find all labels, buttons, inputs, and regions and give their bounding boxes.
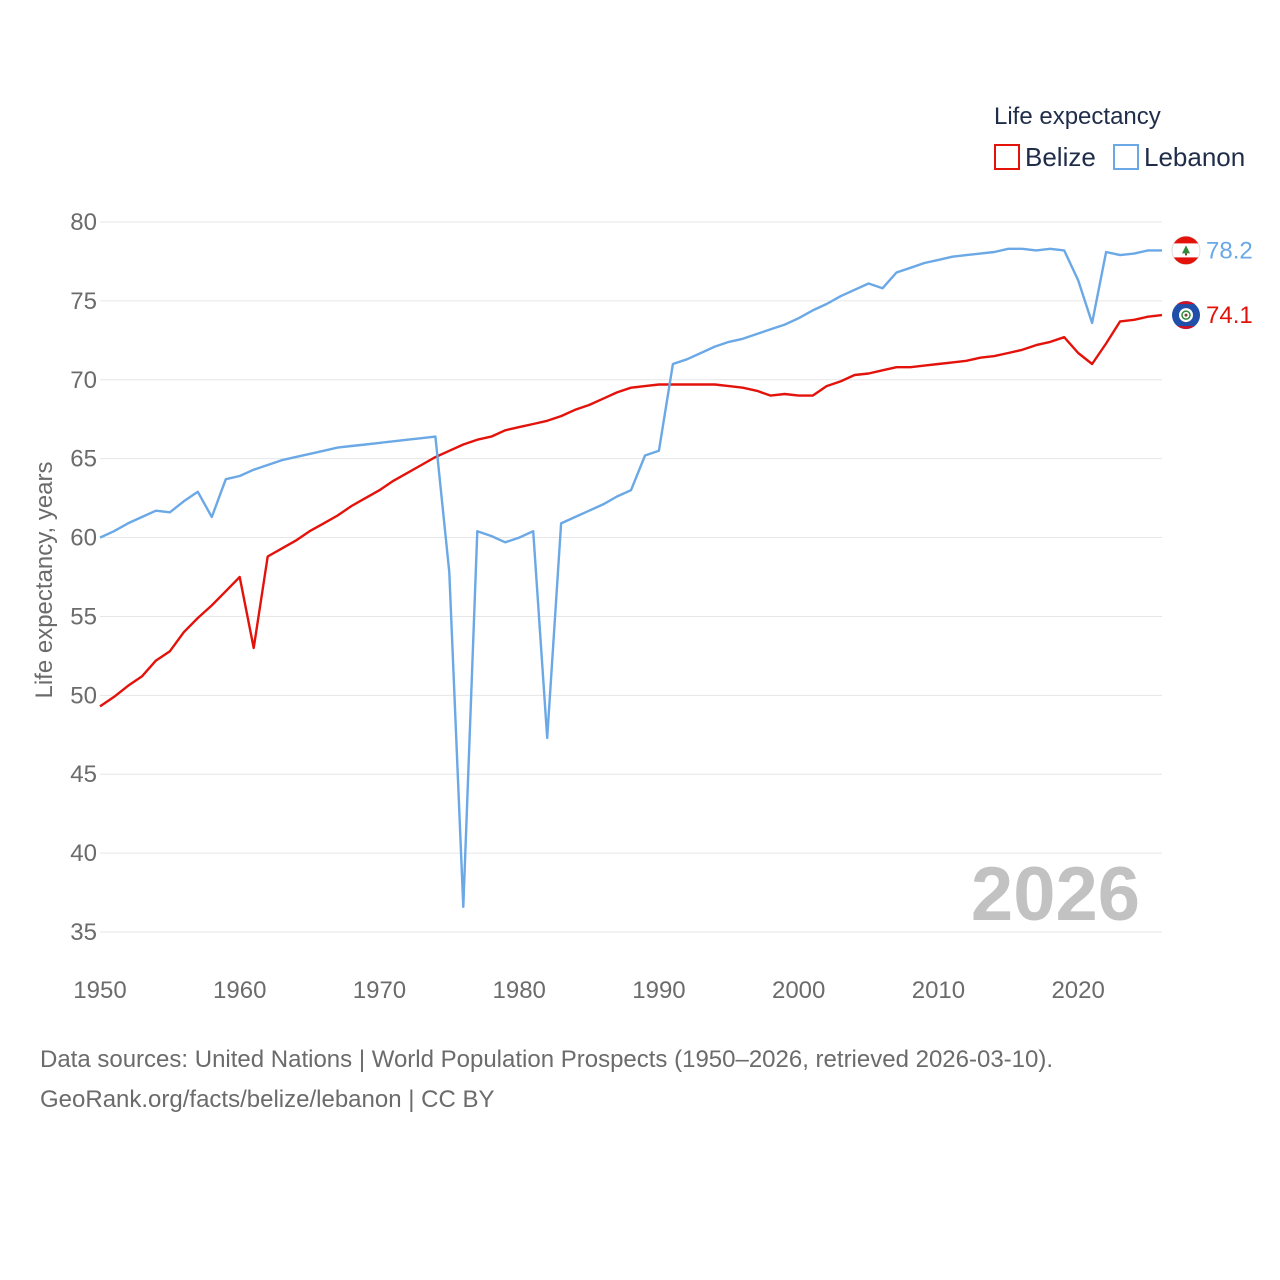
legend: Life expectancy Belize Lebanon bbox=[994, 103, 1245, 172]
x-tick-label: 1980 bbox=[493, 977, 546, 1004]
legend-swatch-lebanon[interactable] bbox=[1113, 144, 1139, 170]
series-line-belize[interactable] bbox=[99, 313, 1163, 708]
y-tick-label: 60 bbox=[70, 525, 97, 552]
y-tick-label: 55 bbox=[70, 603, 97, 630]
legend-swatch-belize[interactable] bbox=[994, 144, 1020, 170]
y-tick-label: 35 bbox=[70, 919, 97, 946]
y-tick-label: 50 bbox=[70, 682, 97, 709]
y-tick-label: 40 bbox=[70, 840, 97, 867]
y-tick-label: 45 bbox=[70, 761, 97, 788]
y-tick-label: 80 bbox=[70, 209, 97, 236]
end-value-lebanon: 78.2 bbox=[1206, 237, 1253, 264]
belize-flag-icon bbox=[1172, 301, 1200, 330]
series-line-lebanon[interactable] bbox=[99, 247, 1162, 908]
legend-label-lebanon[interactable]: Lebanon bbox=[1144, 142, 1245, 172]
x-tick-label: 1990 bbox=[632, 977, 685, 1004]
x-tick-label: 1950 bbox=[73, 977, 126, 1004]
source-note: Data sources: United Nations | World Pop… bbox=[40, 1046, 1054, 1073]
y-axis-label: Life expectancy, years bbox=[31, 461, 58, 698]
x-tick-label: 2000 bbox=[772, 977, 825, 1004]
x-tick-label: 2020 bbox=[1051, 977, 1104, 1004]
y-axis-ticks: 35 40 45 50 55 60 65 70 75 80 bbox=[70, 209, 97, 946]
y-tick-label: 65 bbox=[70, 446, 97, 473]
x-axis-ticks: 1950 1960 1970 1980 1990 2000 2010 2020 bbox=[73, 977, 1105, 1004]
legend-title: Life expectancy bbox=[994, 103, 1161, 130]
y-tick-label: 75 bbox=[70, 288, 97, 315]
gridlines bbox=[100, 221, 1162, 933]
legend-label-belize[interactable]: Belize bbox=[1025, 142, 1096, 172]
x-tick-label: 2010 bbox=[912, 977, 965, 1004]
attribution-link[interactable]: GeoRank.org/facts/belize/lebanon | CC BY bbox=[40, 1086, 495, 1113]
end-markers: 78.2 74.1 bbox=[1171, 235, 1253, 330]
year-badge: 2026 bbox=[971, 852, 1140, 937]
lebanon-flag-icon bbox=[1171, 235, 1201, 265]
end-value-belize: 74.1 bbox=[1206, 302, 1253, 329]
y-tick-label: 70 bbox=[70, 367, 97, 394]
x-tick-label: 1970 bbox=[353, 977, 406, 1004]
footer: Data sources: United Nations | World Pop… bbox=[40, 1040, 1240, 1120]
series-lines bbox=[99, 247, 1163, 908]
x-tick-label: 1960 bbox=[213, 977, 266, 1004]
